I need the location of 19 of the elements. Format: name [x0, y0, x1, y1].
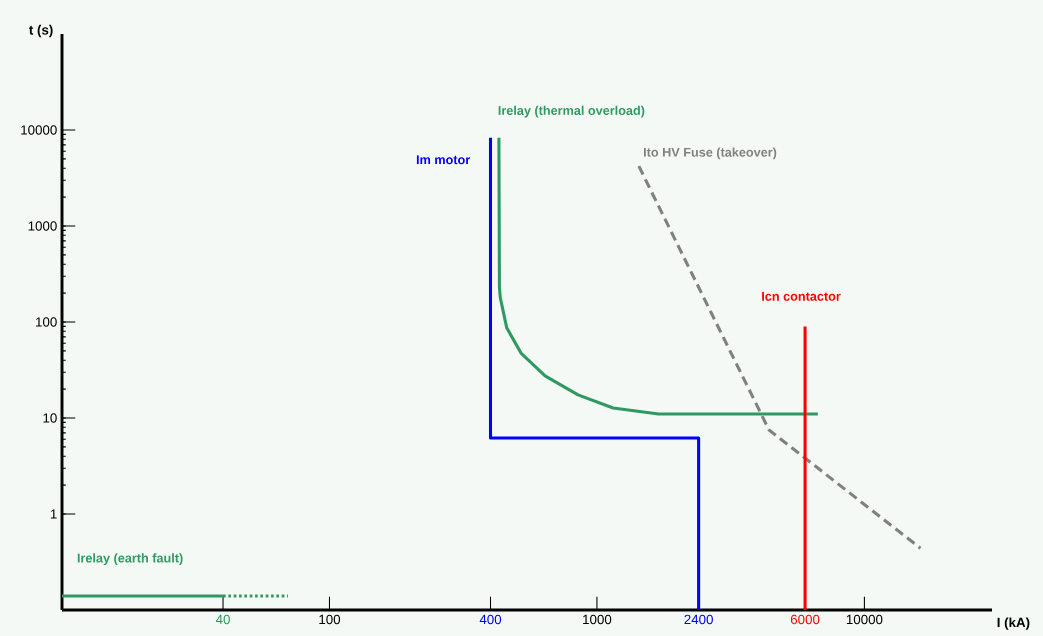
x-tick-label: 1000 — [583, 614, 612, 625]
series-label: Ito HV Fuse (takeover) — [644, 147, 777, 160]
series-label: Im motor — [416, 155, 471, 165]
x-tick-label: 10000 — [846, 614, 883, 625]
x-tick-label: 40 — [215, 614, 230, 625]
x-tick-label: 2400 — [684, 614, 713, 625]
y-tick-label: 1000 — [28, 221, 57, 231]
y-tick-label: 1 — [50, 509, 57, 519]
x-tick-label: 100 — [319, 614, 341, 625]
series-label: Irelay (thermal overload) — [498, 105, 645, 118]
text: Irelay (earth fault) — [77, 553, 183, 566]
x-tick-label: 6000 — [790, 614, 820, 625]
text: Icn contactor — [762, 291, 841, 301]
y-tick-label: 100 — [36, 317, 57, 327]
y-axis-title: t (s) — [29, 24, 53, 38]
x-tick-label: 400 — [479, 614, 502, 625]
y-tick-label: 10 — [43, 413, 57, 423]
x-axis-title: I (kA) — [997, 617, 1030, 630]
y-tick-label: 10000 — [21, 125, 57, 135]
